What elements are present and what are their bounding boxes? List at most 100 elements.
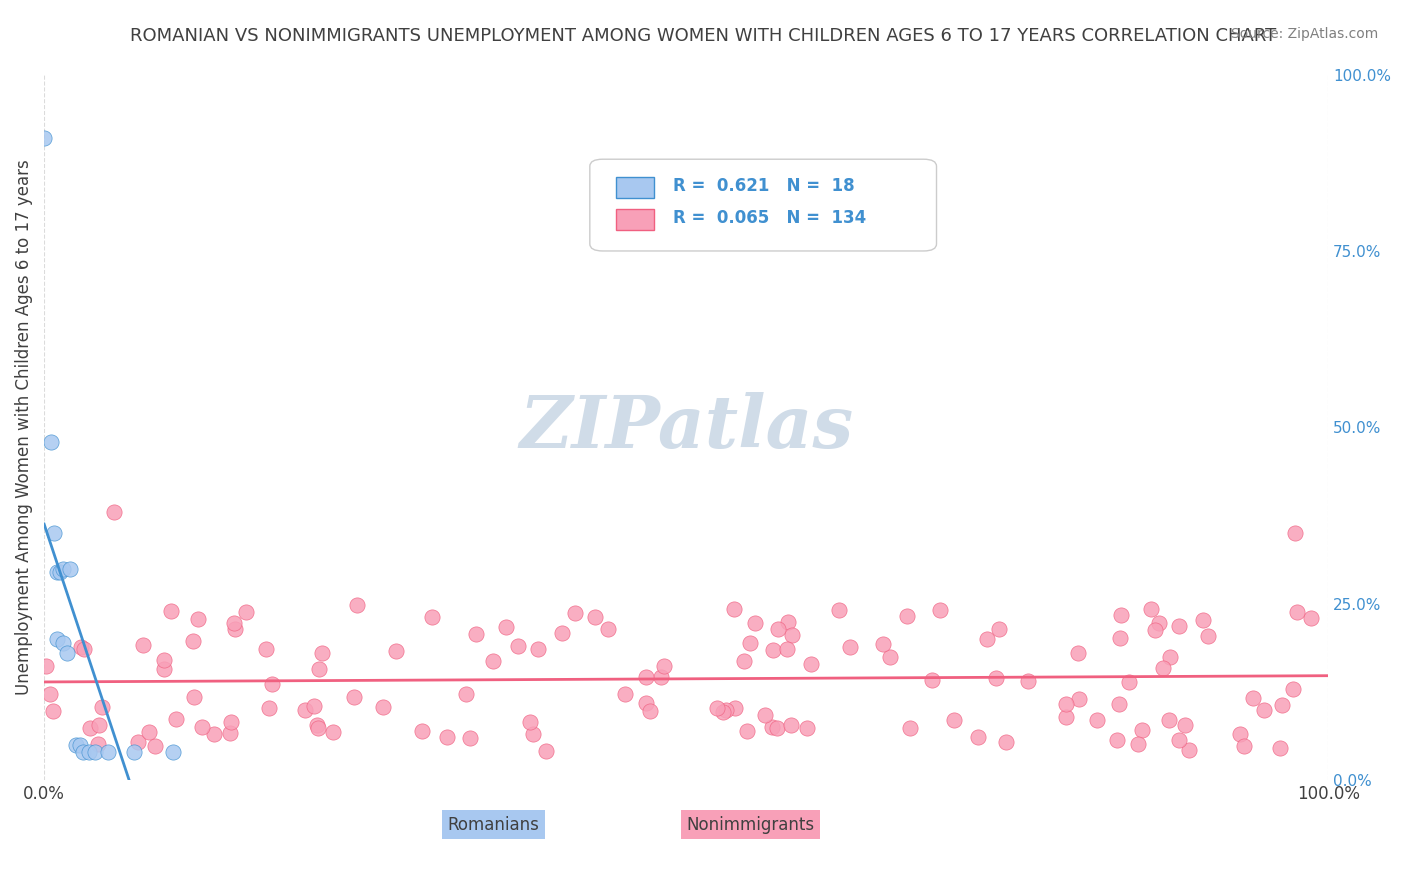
Point [1192,614,1215,628]
Point [796,721,818,735]
Point [420,609,443,624]
Point [219,725,242,739]
Point [373,700,395,714]
Point [1241,690,1264,705]
Point [634,670,657,684]
Point [723,601,745,615]
Y-axis label: Unemployment Among Women with Children Ages 6 to 17 years: Unemployment Among Women with Children A… [15,160,32,695]
Point [322,725,344,739]
Point [454,687,477,701]
Point [1109,632,1132,646]
Text: ROMANIAN VS NONIMMIGRANTS UNEMPLOYMENT AMONG WOMEN WITH CHILDREN AGES 6 TO 17 YE: ROMANIAN VS NONIMMIGRANTS UNEMPLOYMENT A… [129,27,1277,45]
Point [551,626,574,640]
Point [519,714,541,729]
Point [221,714,243,729]
Point [1168,733,1191,747]
Point [928,603,950,617]
Point [1178,743,1201,757]
Point [879,650,901,665]
Point [1173,718,1195,732]
Point [482,654,505,668]
Point [72,642,94,657]
Point [1284,526,1306,541]
Point [39,434,62,449]
Point [638,704,661,718]
Point [596,622,619,636]
Point [526,642,548,657]
Point [976,632,998,646]
Point [984,671,1007,685]
Point [583,610,606,624]
Point [262,677,284,691]
Point [762,643,785,657]
Point [776,615,799,629]
Point [311,646,333,660]
Point [744,615,766,630]
Point [44,526,66,541]
Point [458,731,481,746]
Point [1268,740,1291,755]
Point [1067,646,1090,660]
Point [942,713,965,727]
Point [1271,698,1294,712]
Point [766,623,789,637]
Point [1054,710,1077,724]
Point [59,561,82,575]
Point [1167,619,1189,633]
Point [127,734,149,748]
Point [1159,649,1181,664]
Point [967,730,990,744]
Point [872,637,894,651]
Point [436,731,458,745]
Point [181,634,204,648]
Point [1285,605,1308,619]
Point [153,662,176,676]
Point [307,718,329,732]
Point [988,622,1011,636]
Point [1085,713,1108,727]
Point [1301,611,1323,625]
Point [613,687,636,701]
Point [761,721,783,735]
Point [782,627,804,641]
Point [1109,607,1132,622]
Point [1253,703,1275,717]
Point [97,745,120,759]
Point [52,561,75,575]
Text: Romanians: Romanians [447,815,540,834]
Point [1281,681,1303,696]
Point [346,598,368,612]
Point [34,659,56,673]
Point [1197,629,1219,643]
Point [534,744,557,758]
Point [1157,713,1180,727]
Point [254,642,277,657]
Point [302,699,325,714]
Text: Source: ZipAtlas.com: Source: ZipAtlas.com [1230,27,1378,41]
Point [495,620,517,634]
Point [202,727,225,741]
Point [165,712,187,726]
Point [79,721,101,735]
Point [737,723,759,738]
Point [84,745,107,759]
Point [714,703,737,717]
Point [52,636,75,650]
Point [1107,732,1129,747]
Point [650,670,672,684]
Point [776,642,799,657]
Point [995,734,1018,748]
Point [1233,739,1256,753]
Point [839,640,862,654]
Point [896,608,918,623]
Point [1126,737,1149,751]
Point [1069,691,1091,706]
Point [1149,616,1171,631]
Point [187,612,209,626]
Point [765,721,787,735]
Point [143,739,166,753]
Point [800,657,823,671]
Point [1143,624,1166,638]
Point [343,690,366,705]
Point [921,673,943,687]
